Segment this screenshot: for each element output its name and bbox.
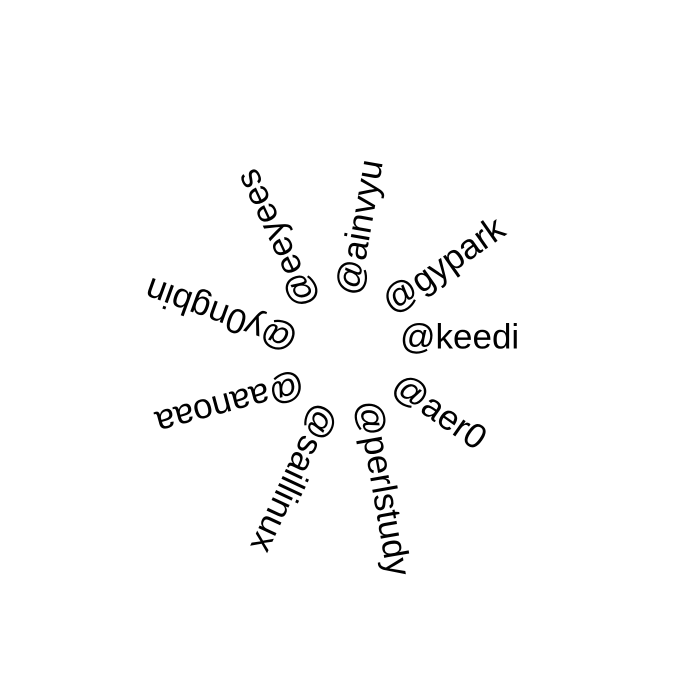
handle-label: @ainvyu bbox=[329, 157, 391, 298]
handle-label: @saillinux bbox=[243, 398, 346, 560]
handle-label: @aanoaa bbox=[151, 365, 309, 442]
handle-label: @eeyees bbox=[228, 163, 326, 314]
handle-label: @keedi bbox=[400, 317, 519, 356]
handle-label: @aer0 bbox=[385, 365, 494, 458]
handle-label: @gypark bbox=[375, 208, 513, 321]
handle-label: @perlstudy bbox=[349, 397, 418, 579]
